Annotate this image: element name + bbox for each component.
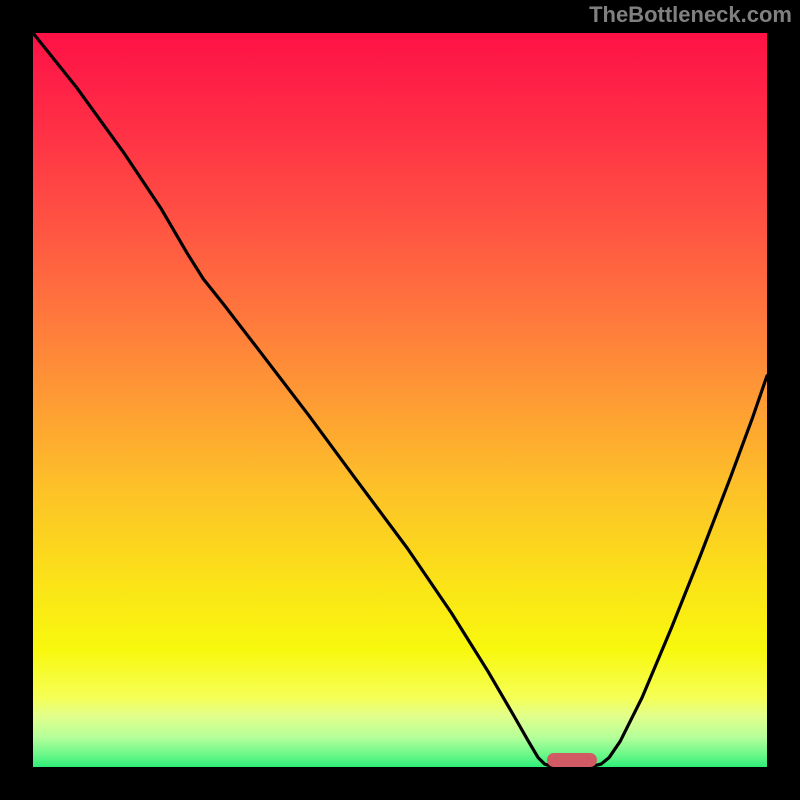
plot-frame <box>33 33 767 767</box>
chart-root: { "watermark": { "text": "TheBottleneck.… <box>0 0 800 800</box>
optimum-marker <box>547 753 597 767</box>
curve-line <box>33 33 767 766</box>
watermark-text: TheBottleneck.com <box>589 2 792 28</box>
bottleneck-curve <box>33 33 767 767</box>
